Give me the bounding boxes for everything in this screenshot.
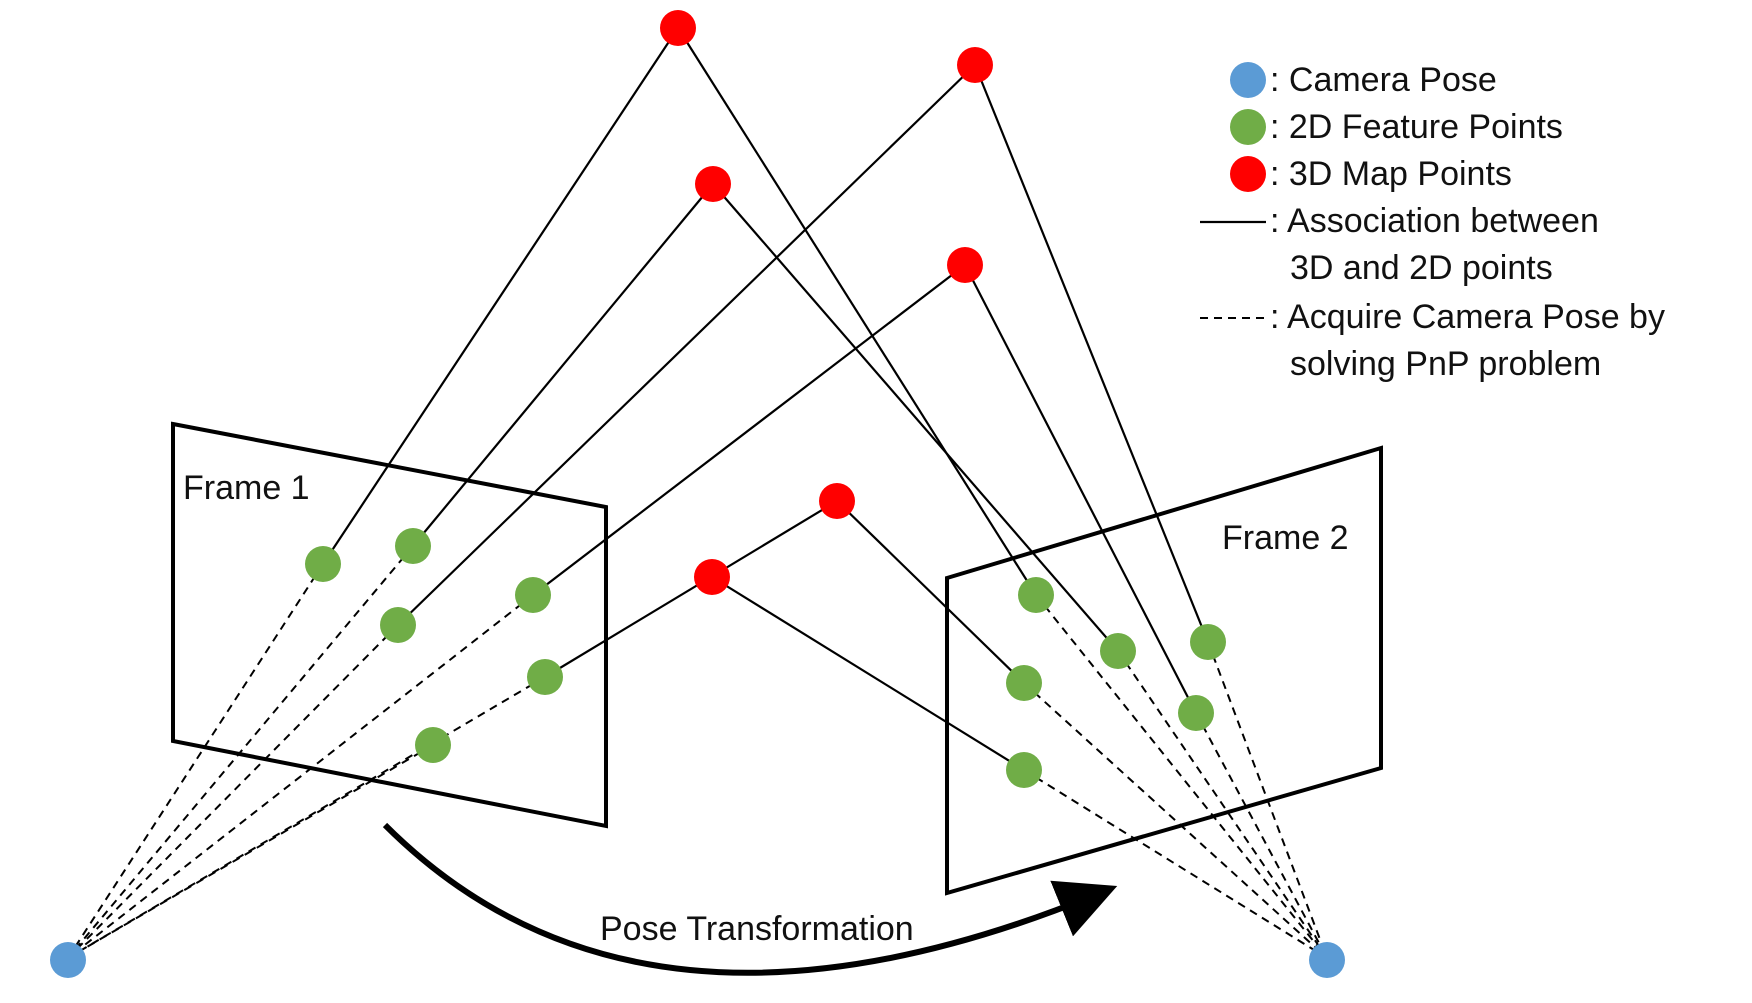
legend: : Camera Pose : 2D Feature Points : 3D M… <box>1200 61 1665 383</box>
feature-point <box>1178 695 1214 731</box>
association-line <box>712 183 1119 652</box>
pnp-line <box>67 545 414 959</box>
pnp-line <box>67 594 534 959</box>
camera-pose-2 <box>1309 942 1345 978</box>
pnp-line <box>67 624 399 959</box>
feature-point <box>1018 577 1054 613</box>
feature-point <box>1006 665 1042 701</box>
feature-point <box>305 546 341 582</box>
legend-pnp-label: : Acquire Camera Pose by <box>1270 298 1665 336</box>
association-line <box>836 500 1025 684</box>
association-lines <box>322 27 1210 771</box>
legend-association-label-2: 3D and 2D points <box>1290 249 1553 287</box>
association-line <box>532 264 966 596</box>
feature-points <box>305 528 1226 788</box>
feature-point <box>1100 633 1136 669</box>
association-line <box>397 64 976 626</box>
association-line <box>322 27 679 565</box>
pose-transformation-arrow <box>382 822 1118 976</box>
association-line <box>711 576 1025 771</box>
map-points <box>660 10 993 595</box>
association-line <box>964 264 1197 714</box>
pnp-line <box>1035 594 1328 959</box>
association-line <box>677 27 1037 596</box>
legend-camera-pose-label: : Camera Pose <box>1270 61 1497 99</box>
association-line <box>544 500 838 678</box>
legend-feature-point-icon <box>1230 109 1266 145</box>
map-point <box>957 47 993 83</box>
map-point <box>819 483 855 519</box>
legend-map-point-icon <box>1230 156 1266 192</box>
feature-point <box>415 727 451 763</box>
feature-point <box>1190 624 1226 660</box>
pnp-line <box>1023 769 1328 959</box>
frame-1-quad <box>171 421 608 829</box>
feature-point <box>515 577 551 613</box>
legend-camera-pose-icon <box>1230 62 1266 98</box>
map-point <box>695 166 731 202</box>
frame-2-label: Frame 2 <box>1222 519 1349 557</box>
feature-point <box>1006 752 1042 788</box>
pnp-line <box>1195 712 1328 959</box>
legend-feature-points-label: : 2D Feature Points <box>1270 108 1563 146</box>
legend-map-points-label: : 3D Map Points <box>1270 155 1512 193</box>
frame-2-quad <box>945 445 1383 896</box>
pose-transformation-label: Pose Transformation <box>600 910 914 948</box>
map-point <box>694 559 730 595</box>
feature-point <box>380 607 416 643</box>
camera-pose-1 <box>50 942 86 978</box>
legend-pnp-label-2: solving PnP problem <box>1290 345 1601 383</box>
frame-1-label: Frame 1 <box>183 469 310 507</box>
map-point <box>660 10 696 46</box>
pnp-line <box>1023 682 1328 959</box>
pnp-line <box>1117 650 1328 959</box>
association-line <box>412 183 714 547</box>
feature-point <box>527 659 563 695</box>
legend-association-label: : Association between <box>1270 202 1599 240</box>
feature-point <box>395 528 431 564</box>
map-point <box>947 247 983 283</box>
association-line <box>973 64 1210 643</box>
